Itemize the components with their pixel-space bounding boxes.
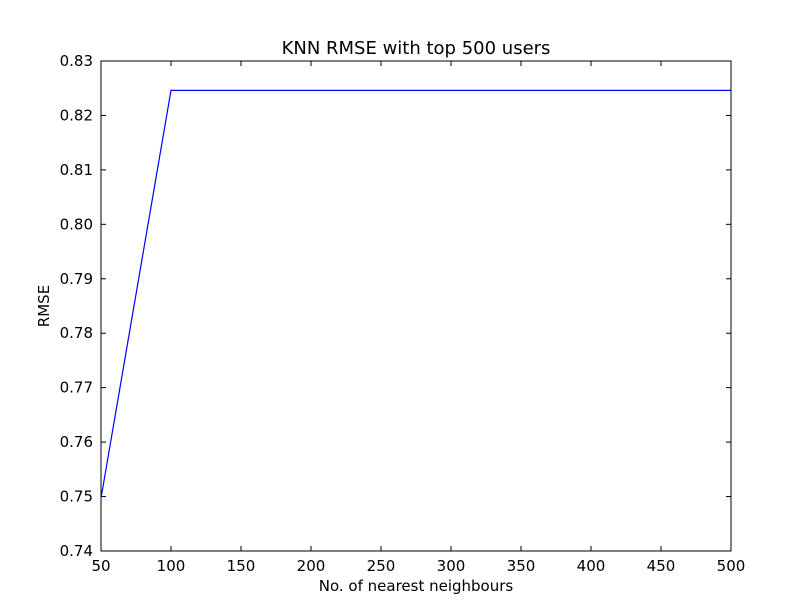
y-axis-ticks: 0.74 0.75 0.76 0.77 0.78 0.79 0.80 0.81 0.82 0.83 [60,52,731,560]
y-tick-label: 0.79 [60,270,93,288]
y-tick-label: 0.74 [60,542,93,560]
x-tick-label: 450 [647,557,676,575]
x-tick-label: 300 [437,557,466,575]
x-tick-label: 250 [367,557,396,575]
plot-frame [100,60,732,552]
x-tick-label: 50 [91,557,110,575]
chart-title: KNN RMSE with top 500 users [282,38,551,59]
x-tick-label: 200 [297,557,326,575]
y-tick-label: 0.76 [60,433,93,451]
series-layer [100,89,731,499]
x-axis-label: No. of nearest neighbours [319,577,514,595]
y-tick-label: 0.78 [60,324,93,342]
x-tick-label: 100 [157,557,186,575]
x-tick-label: 150 [227,557,256,575]
x-tick-label: 500 [717,557,746,575]
x-axis-ticks: 50 100 150 200 250 300 350 400 450 500 [91,61,745,575]
y-axis-label: RMSE [35,285,53,327]
y-tick-label: 0.80 [60,215,93,233]
x-tick-label: 400 [577,557,606,575]
y-tick-label: 0.77 [60,379,93,397]
series-line [100,89,731,499]
y-tick-label: 0.75 [60,488,93,506]
x-tick-label: 350 [507,557,536,575]
y-tick-label: 0.83 [60,52,93,70]
y-tick-label: 0.81 [60,161,93,179]
y-tick-label: 0.82 [60,106,93,124]
